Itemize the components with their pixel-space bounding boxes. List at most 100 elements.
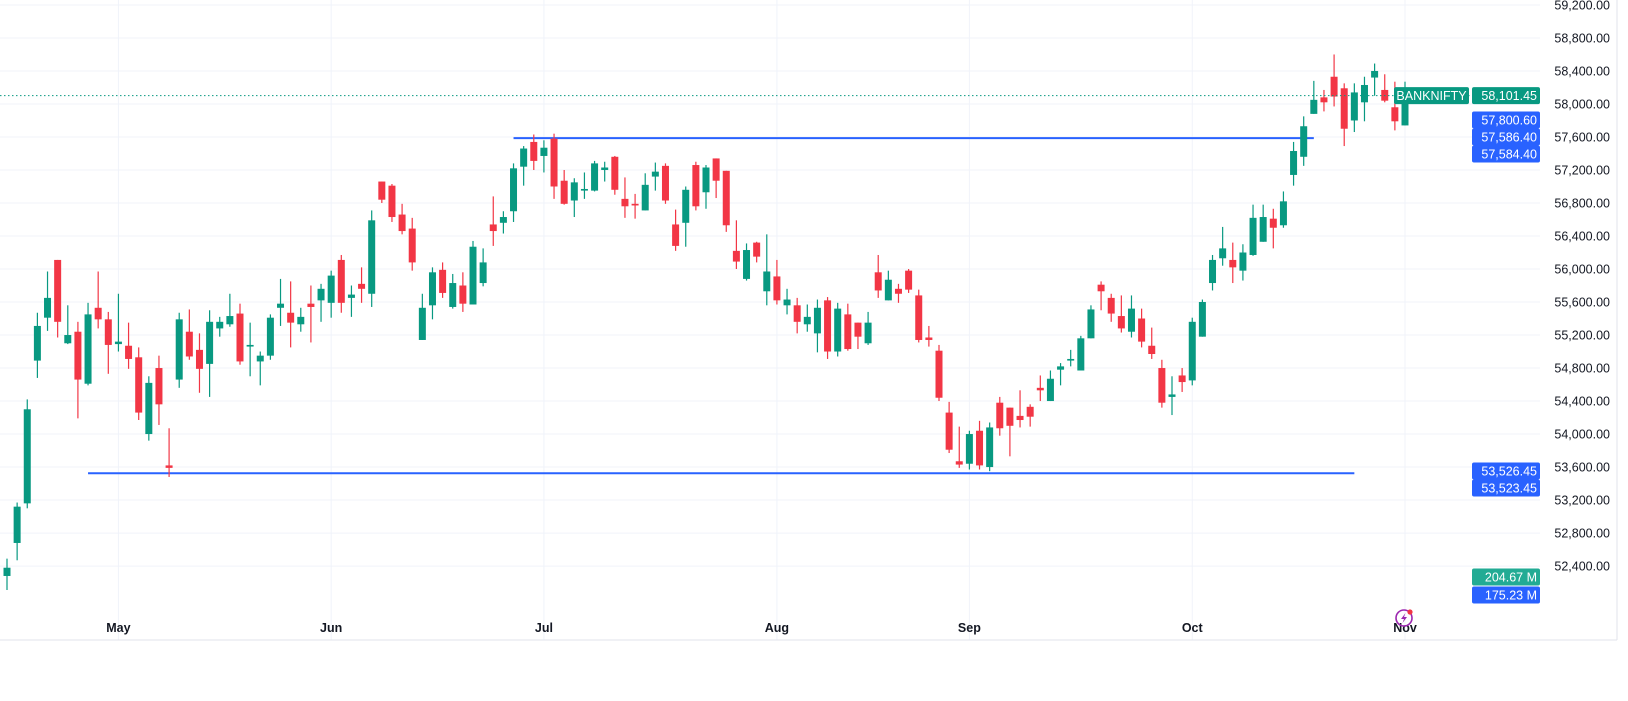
candle-body xyxy=(884,279,892,301)
candle xyxy=(672,209,680,251)
candle-body xyxy=(408,228,416,263)
candle-body xyxy=(428,272,436,306)
x-tick-label: Oct xyxy=(1182,621,1204,635)
candle xyxy=(773,259,781,305)
horizontal-lines[interactable] xyxy=(88,137,1355,475)
candle xyxy=(510,163,518,222)
candles xyxy=(3,54,1409,590)
candle-body xyxy=(135,357,143,413)
candle xyxy=(621,177,629,218)
candle xyxy=(955,426,963,468)
y-tick-label: 58,800.00 xyxy=(1554,31,1610,45)
candle-body xyxy=(692,165,700,207)
y-tick-label: 56,000.00 xyxy=(1554,263,1610,277)
y-tick-label: 59,200.00 xyxy=(1554,0,1610,12)
candle-body xyxy=(216,321,224,329)
candle-body xyxy=(23,409,31,504)
candle-body xyxy=(1097,284,1105,292)
candle-body xyxy=(743,250,751,279)
candle xyxy=(682,186,690,247)
candle xyxy=(1148,327,1156,359)
candle xyxy=(337,254,345,313)
candle xyxy=(256,351,264,386)
candle xyxy=(1300,116,1308,166)
candle-body xyxy=(570,182,578,201)
candle xyxy=(854,322,862,350)
candle xyxy=(824,297,832,359)
price-axis[interactable]: 59,200.00 58,800.00 58,400.00 58,000.00 57,6… xyxy=(1554,0,1610,574)
candle xyxy=(1178,368,1186,392)
candle-body xyxy=(1138,318,1146,342)
candle xyxy=(986,422,994,472)
candle-body xyxy=(793,305,801,322)
candle-body xyxy=(540,147,548,156)
candle-body xyxy=(510,168,518,212)
candle xyxy=(13,502,21,561)
candle-body xyxy=(1391,107,1399,122)
candle xyxy=(1188,317,1196,386)
candle xyxy=(479,248,487,287)
candle-body xyxy=(13,506,21,543)
candle xyxy=(206,310,214,397)
candle-body xyxy=(672,224,680,246)
candle xyxy=(1269,208,1277,249)
candle xyxy=(834,302,842,357)
candle-body xyxy=(854,322,862,337)
candle-body xyxy=(1158,368,1166,403)
candle xyxy=(307,285,315,343)
candle xyxy=(1127,295,1135,338)
candle xyxy=(287,281,295,348)
candle-body xyxy=(682,189,690,223)
candle xyxy=(54,259,62,338)
badge-value: 57,586.40 xyxy=(1481,131,1537,145)
candle xyxy=(94,271,102,329)
candle xyxy=(783,288,791,315)
candle xyxy=(1209,254,1217,291)
candle-body xyxy=(1107,297,1115,314)
candle xyxy=(661,163,669,204)
badge-value: 175.23 M xyxy=(1485,589,1537,603)
time-axis[interactable]: May Jun Jul Aug Sep Oct Nov xyxy=(106,621,1417,635)
candle xyxy=(1198,299,1206,337)
candle-body xyxy=(560,180,568,204)
candle-body xyxy=(702,167,710,193)
y-tick-label: 54,400.00 xyxy=(1554,395,1610,409)
candle-body xyxy=(1300,126,1308,157)
candle-body xyxy=(1127,308,1135,332)
candle xyxy=(874,254,882,298)
candle xyxy=(1117,295,1125,333)
badge-background xyxy=(1472,111,1540,129)
candle-body xyxy=(246,344,254,347)
candle xyxy=(358,267,366,303)
candle xyxy=(560,169,568,205)
candle xyxy=(753,241,761,263)
candle xyxy=(712,158,720,199)
candle xyxy=(1381,74,1389,103)
candle xyxy=(1330,54,1338,107)
candle xyxy=(378,181,386,203)
candle-body xyxy=(763,271,771,292)
candle xyxy=(246,322,254,377)
candle-body xyxy=(530,141,538,161)
candle-body xyxy=(824,300,832,352)
candle xyxy=(74,321,82,419)
lightning-icon[interactable] xyxy=(1395,609,1413,627)
candle-body xyxy=(945,412,953,450)
candle xyxy=(925,325,933,347)
y-tick-label: 53,600.00 xyxy=(1554,461,1610,475)
badge-background xyxy=(1472,128,1540,146)
y-tick-label: 58,000.00 xyxy=(1554,97,1610,111)
candle xyxy=(1016,390,1024,428)
candle-body xyxy=(418,307,426,340)
candle xyxy=(388,184,396,222)
y-tick-label: 58,400.00 xyxy=(1554,64,1610,78)
candle xyxy=(398,203,406,235)
candle xyxy=(1077,335,1085,371)
candle xyxy=(266,314,274,360)
candle xyxy=(449,273,457,309)
badge-background xyxy=(1472,586,1540,604)
candle-body xyxy=(864,322,872,344)
candle-body xyxy=(1198,302,1206,337)
candle xyxy=(1340,83,1348,147)
